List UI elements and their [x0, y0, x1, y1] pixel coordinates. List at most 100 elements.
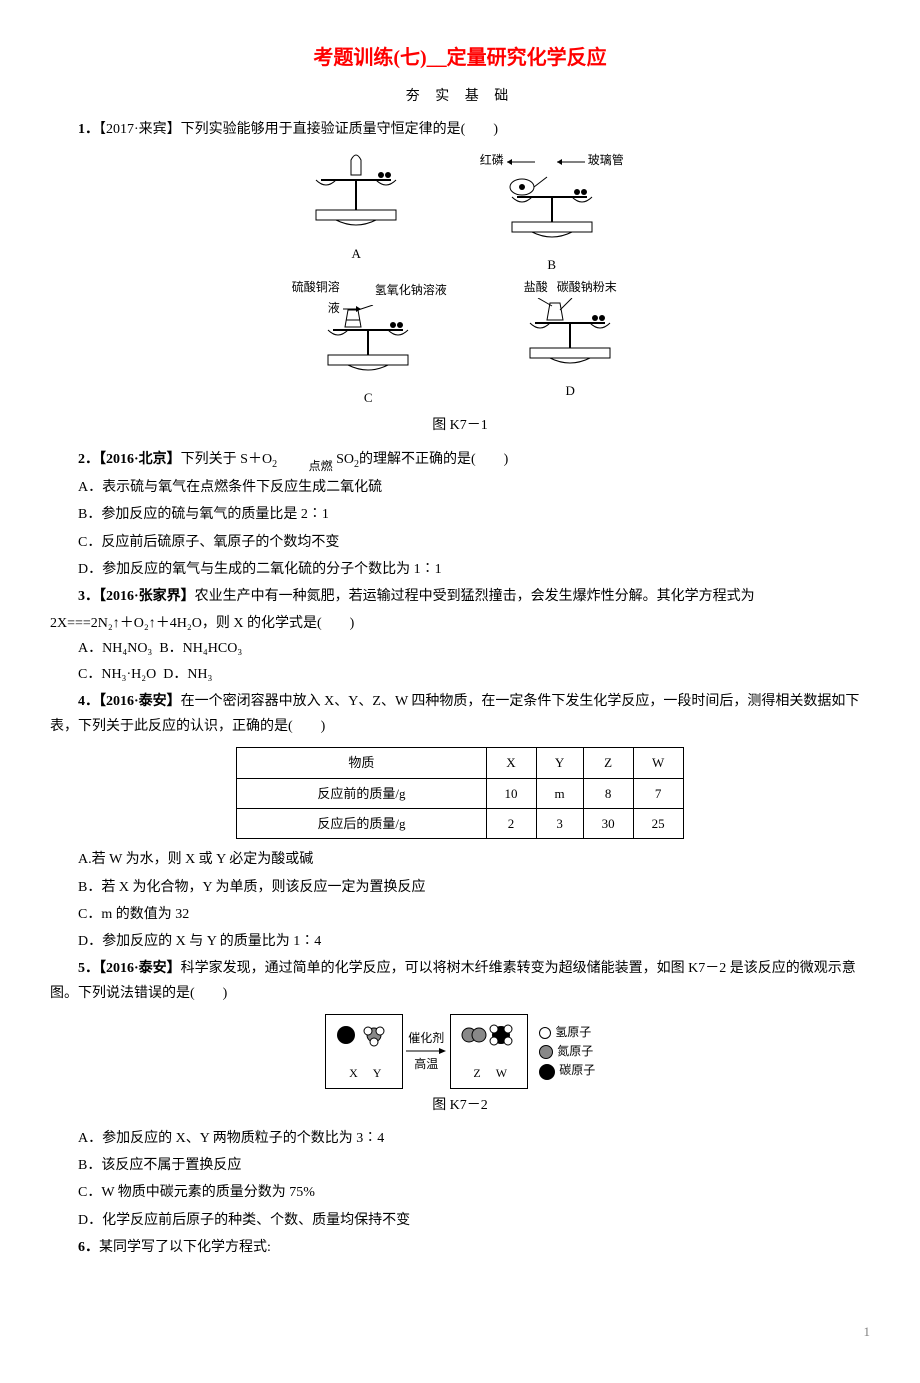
table-cell: 反应后的质量/g	[237, 808, 486, 838]
question-4: 4．【2016·泰安】在一个密闭容器中放入 X、Y、Z、W 四种物质，在一定条件…	[50, 689, 870, 739]
micro-Z: Z	[473, 1066, 480, 1080]
question-6: 6．某同学写了以下化学方程式:	[50, 1235, 870, 1260]
micro-right-box: Z W	[450, 1014, 528, 1088]
q1-tag: 【2017·来宾】	[99, 122, 181, 137]
q5-optA: A．参加反应的 X、Y 两物质粒子的个数比为 3∶4	[50, 1126, 870, 1151]
arrow-top: 催化剂	[408, 1031, 444, 1045]
q5-optB: B．该反应不属于置换反应	[50, 1153, 870, 1178]
table-cell: 3	[536, 808, 583, 838]
micro-Y: Y	[373, 1066, 382, 1080]
table-cell: 10	[486, 778, 536, 808]
micro-arrow: 催化剂 高温	[406, 1032, 446, 1072]
carbon-atom-icon	[539, 1064, 555, 1080]
table-cell: 2	[486, 808, 536, 838]
q3-optD: D．NH₃	[163, 667, 212, 682]
balance-C-label: C	[290, 386, 447, 409]
q3-eq: 2X===2N₂↑＋O₂↑＋4H₂O，则 X 的化学式是( )	[50, 611, 870, 636]
table-cell: Z	[583, 748, 633, 778]
balance-B-label: B	[480, 253, 624, 276]
figure-k7-2: X Y 催化剂 高温 Z W 氢原子 氮原子 碳原子	[50, 1014, 870, 1088]
table-cell: X	[486, 748, 536, 778]
q3-tag: 【2016·张家界】	[99, 589, 195, 604]
q3-optC: C．NH₃·H₂O	[78, 667, 156, 682]
question-1: 1．【2017·来宾】下列实验能够用于直接验证质量守恒定律的是( )	[50, 117, 870, 142]
balance-D-top-right: 碳酸钠粉末	[557, 280, 617, 294]
q3-optB: B．NH₄HCO₃	[159, 641, 242, 656]
legend-h: 氢原子	[555, 1025, 591, 1039]
q3-optCD: C．NH₃·H₂O D．NH₃	[50, 662, 870, 687]
q3-optA: A．NH₄NO₃	[78, 641, 152, 656]
q3-text: 农业生产中有一种氮肥，若运输过程中受到猛烈撞击，会发生爆炸性分解。其化学方程式为	[195, 589, 755, 604]
balance-B: 红磷 玻璃管 B	[480, 150, 624, 276]
balance-A-label: A	[296, 242, 416, 265]
page-title: 考题训练(七)__定量研究化学反应	[50, 40, 870, 76]
q1-num: 1．	[78, 122, 99, 137]
micro-legend: 氢原子 氮原子 碳原子	[539, 1023, 595, 1081]
q3-optAB: A．NH₄NO₃ B．NH₄HCO₃	[50, 636, 870, 661]
page-subtitle: 夯 实 基 础	[50, 84, 870, 109]
q4-optD: D．参加反应的 X 与 Y 的质量比为 1∶4	[50, 929, 870, 954]
legend-c: 碳原子	[559, 1063, 595, 1077]
arrow-bottom: 高温	[414, 1057, 438, 1071]
q2-product: SO	[333, 452, 354, 467]
q3-num: 3．	[78, 589, 99, 604]
balance-D-label: D	[510, 379, 630, 402]
q6-text: 某同学写了以下化学方程式:	[99, 1240, 271, 1255]
q4-tag: 【2016·泰安】	[99, 694, 181, 709]
reaction-cond: 点燃	[309, 459, 333, 473]
table-cell: 25	[633, 808, 683, 838]
balance-A: A	[296, 150, 416, 265]
balance-D: 盐酸 碳酸钠粉末 D	[510, 277, 630, 403]
legend-n: 氮原子	[557, 1044, 593, 1058]
micro-W: W	[496, 1066, 507, 1080]
q2-tag: 【2016·北京】	[99, 452, 181, 467]
q2-optD: D．参加反应的氧气与生成的二氧化硫的分子个数比为 1∶1	[50, 557, 870, 582]
nitrogen-atom-icon	[539, 1045, 553, 1059]
q4-optA: A.若 W 为水，则 X 或 Y 必定为酸或碱	[50, 847, 870, 872]
micro-left-box: X Y	[325, 1014, 403, 1088]
q5-tag: 【2016·泰安】	[99, 961, 181, 976]
q5-optD: D．化学反应前后原子的种类、个数、质量均保持不变	[50, 1208, 870, 1233]
balance-C: 硫酸铜溶液 氢氧化钠溶液 C	[290, 277, 447, 410]
q2-suffix: 的理解不正确的是( )	[359, 452, 508, 467]
balance-B-top: 红磷 玻璃管	[480, 150, 624, 172]
balance-C-top-right: 氢氧化钠溶液	[375, 283, 447, 297]
question-3: 3．【2016·张家界】农业生产中有一种氮肥，若运输过程中受到猛烈撞击，会发生爆…	[50, 584, 870, 609]
reaction-arrow: 点燃	[281, 460, 333, 473]
q4-optC: C．m 的数值为 32	[50, 902, 870, 927]
table-cell: 30	[583, 808, 633, 838]
hydrogen-atom-icon	[539, 1027, 551, 1039]
q2-optB: B．参加反应的硫与氧气的质量比是 2∶1	[50, 502, 870, 527]
fig1-caption: 图 K7－1	[50, 413, 870, 438]
table-cell: m	[536, 778, 583, 808]
q5-optC: C．W 物质中碳元素的质量分数为 75%	[50, 1180, 870, 1205]
question-5: 5．【2016·泰安】科学家发现，通过简单的化学反应，可以将树木纤维素转变为超级…	[50, 956, 870, 1006]
q2-prefix: 下列关于 S＋O	[181, 452, 272, 467]
q2-optA: A．表示硫与氧气在点燃条件下反应生成二氧化硫	[50, 475, 870, 500]
q2-optC: C．反应前后硫原子、氧原子的个数均不变	[50, 530, 870, 555]
table-cell: 反应前的质量/g	[237, 778, 486, 808]
fig2-caption: 图 K7－2	[50, 1093, 870, 1118]
q6-num: 6．	[78, 1240, 99, 1255]
balance-D-top-left: 盐酸	[524, 280, 548, 294]
q4-num: 4．	[78, 694, 99, 709]
balance-B-top-right: 玻璃管	[588, 153, 624, 167]
table-row: 物质 X Y Z W	[237, 748, 683, 778]
q4-optB: B．若 X 为化合物，Y 为单质，则该反应一定为置换反应	[50, 875, 870, 900]
table-cell: Y	[536, 748, 583, 778]
balance-B-top-left: 红磷	[480, 153, 504, 167]
figure-k7-1: A 红磷 玻璃管 B	[50, 150, 870, 409]
q4-table: 物质 X Y Z W 反应前的质量/g 10 m 8 7 反应后的质量/g 2 …	[236, 747, 683, 839]
table-cell: 8	[583, 778, 633, 808]
question-2: 2．【2016·北京】下列关于 S＋O2 点燃 SO2的理解不正确的是( )	[50, 447, 870, 474]
micro-X: X	[349, 1066, 358, 1080]
table-row: 反应后的质量/g 2 3 30 25	[237, 808, 683, 838]
table-cell: 物质	[237, 748, 486, 778]
q1-text: 下列实验能够用于直接验证质量守恒定律的是( )	[181, 122, 498, 137]
table-cell: 7	[633, 778, 683, 808]
table-cell: W	[633, 748, 683, 778]
q2-num: 2．	[78, 452, 99, 467]
balance-D-top: 盐酸 碳酸钠粉末	[510, 277, 630, 299]
page-number: 1	[50, 1320, 870, 1343]
table-row: 反应前的质量/g 10 m 8 7	[237, 778, 683, 808]
